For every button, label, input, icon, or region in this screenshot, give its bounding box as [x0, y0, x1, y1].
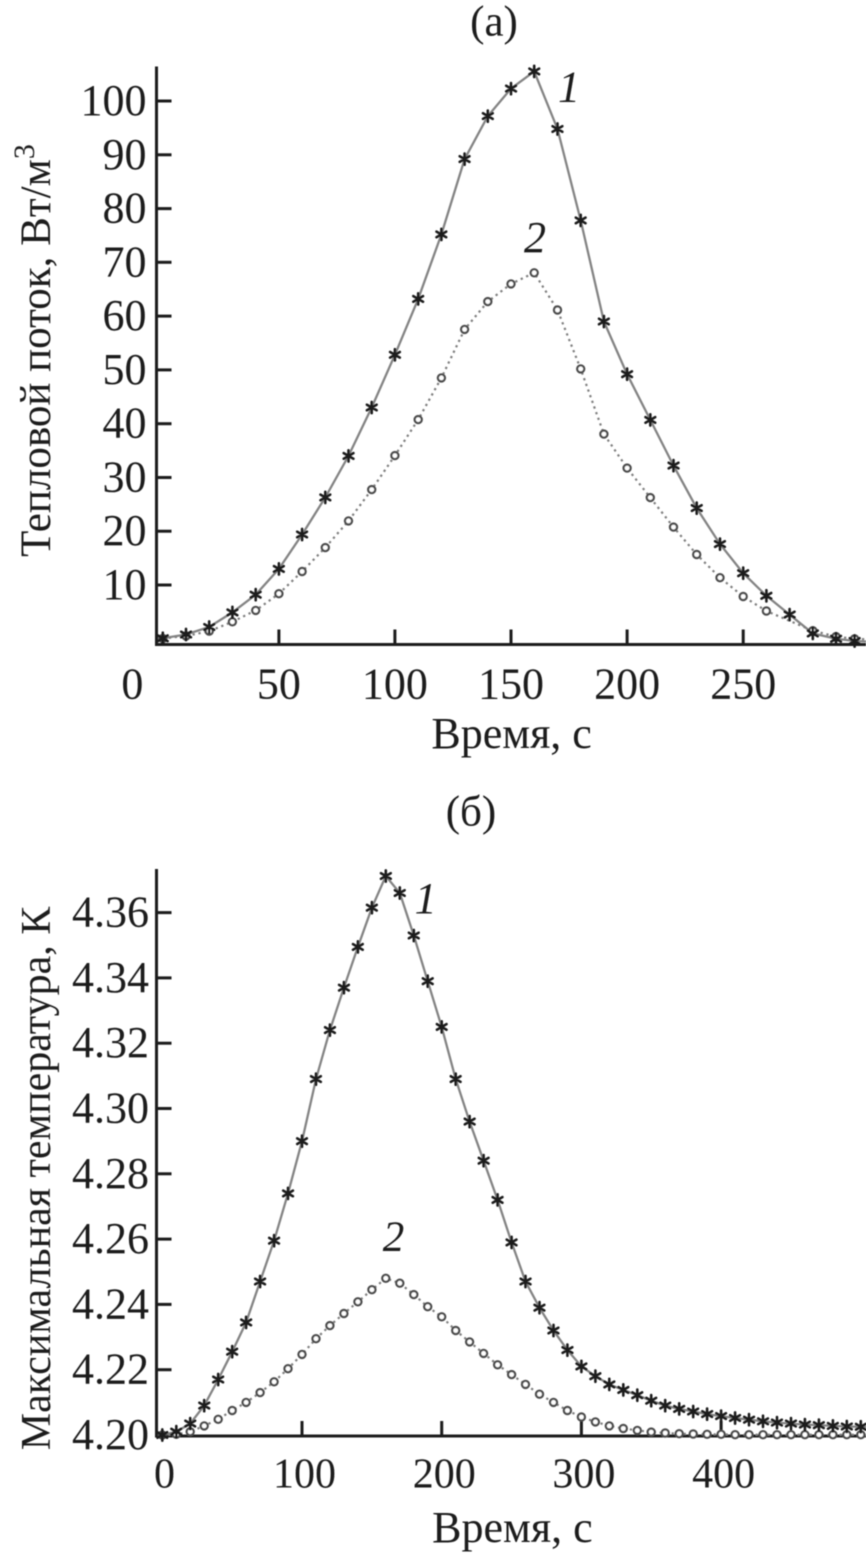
svg-text:4.20: 4.20	[72, 1410, 149, 1459]
svg-text:100: 100	[362, 660, 428, 709]
svg-text:4.30: 4.30	[72, 1084, 149, 1133]
svg-text:1: 1	[558, 63, 580, 112]
svg-text:4.26: 4.26	[72, 1214, 149, 1263]
svg-text:100: 100	[81, 76, 147, 125]
svg-text:Максимальная температура, К: Максимальная температура, К	[14, 906, 60, 1451]
svg-text:30: 30	[103, 453, 147, 502]
svg-text:Время, с: Время, с	[431, 709, 592, 758]
svg-text:20: 20	[103, 506, 147, 555]
svg-text:(б): (б)	[446, 789, 497, 836]
svg-text:4.28: 4.28	[72, 1149, 149, 1198]
svg-text:2: 2	[524, 213, 546, 262]
svg-text:4.24: 4.24	[72, 1279, 149, 1328]
svg-text:(а): (а)	[470, 0, 518, 45]
svg-text:100: 100	[273, 1452, 336, 1498]
svg-text:50: 50	[103, 345, 147, 394]
svg-text:80: 80	[103, 184, 147, 233]
svg-text:0: 0	[121, 660, 143, 709]
svg-text:200: 200	[594, 660, 660, 709]
svg-text:60: 60	[103, 291, 147, 340]
svg-text:90: 90	[103, 130, 147, 179]
svg-text:300: 300	[552, 1452, 615, 1498]
svg-text:2: 2	[383, 1214, 405, 1261]
svg-text:1: 1	[415, 874, 437, 923]
svg-text:50: 50	[257, 660, 301, 709]
svg-text:4.34: 4.34	[72, 953, 149, 1002]
svg-text:4.32: 4.32	[72, 1018, 149, 1067]
svg-text:70: 70	[103, 237, 147, 286]
svg-text:0: 0	[154, 1452, 175, 1498]
svg-text:Тепловой поток, Вт/м3: Тепловой поток, Вт/м3	[8, 144, 60, 557]
svg-text:4.22: 4.22	[72, 1345, 149, 1394]
svg-text:Время, с: Время, с	[432, 1503, 593, 1552]
svg-text:250: 250	[710, 660, 776, 709]
svg-text:150: 150	[478, 660, 544, 709]
svg-text:40: 40	[103, 399, 147, 448]
svg-text:10: 10	[103, 560, 147, 609]
svg-text:400: 400	[692, 1452, 755, 1498]
svg-text:4.36: 4.36	[72, 888, 149, 937]
svg-text:200: 200	[413, 1452, 476, 1498]
